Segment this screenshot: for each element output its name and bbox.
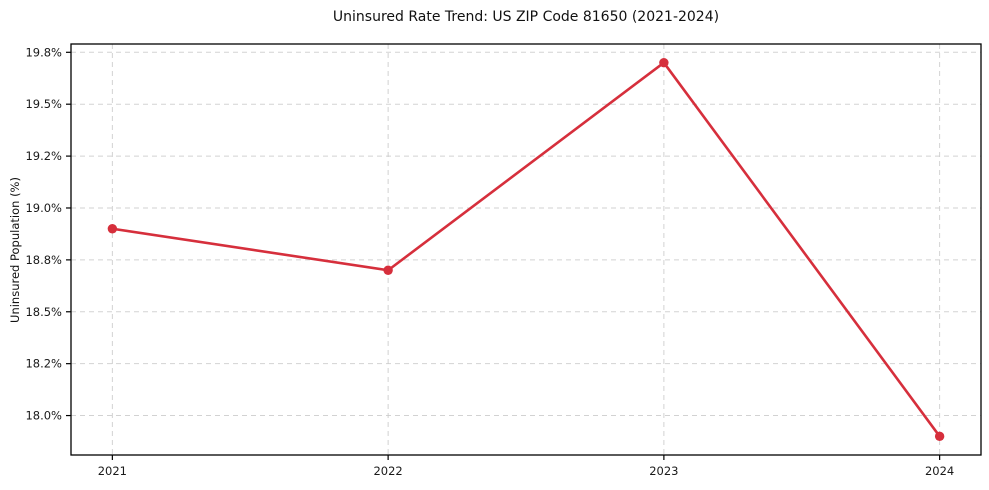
- plot-border: [70, 43, 982, 456]
- y-tick-label: 19.8%: [25, 45, 62, 59]
- x-tick-label: 2023: [649, 464, 678, 478]
- y-tick-label: 18.5%: [25, 305, 62, 319]
- x-tick-label: 2021: [98, 464, 127, 478]
- x-tick-label: 2024: [925, 464, 954, 478]
- y-tick-label: 19.0%: [25, 201, 62, 215]
- x-tick-label: 2022: [373, 464, 402, 478]
- trend-line: [111, 61, 941, 438]
- chart-title: Uninsured Rate Trend: US ZIP Code 81650 …: [332, 9, 720, 25]
- y-tick-label: 19.5%: [25, 97, 62, 111]
- data-point-marker: [107, 224, 118, 234]
- y-tick-label: 19.2%: [25, 149, 62, 163]
- y-tick-label: 18.8%: [25, 253, 62, 267]
- data-point-marker: [383, 265, 393, 275]
- data-point-marker: [659, 57, 669, 68]
- y-tick-label: 18.2%: [25, 357, 62, 371]
- data-point-marker: [934, 431, 945, 442]
- y-tick-label: 18.0%: [25, 409, 62, 423]
